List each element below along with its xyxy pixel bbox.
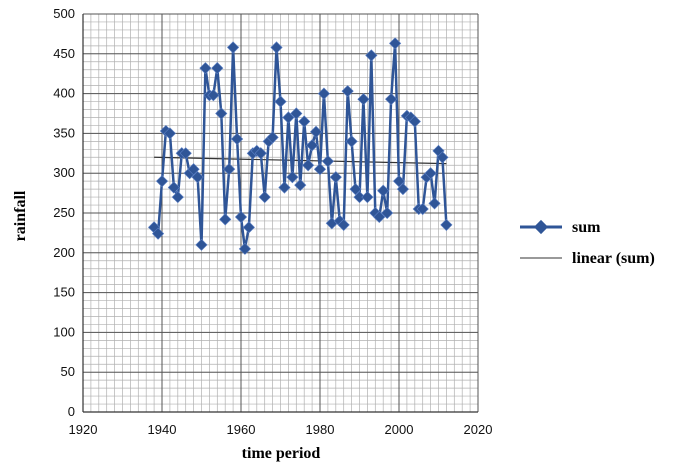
y-tick-label: 300 bbox=[53, 165, 75, 180]
data-point bbox=[286, 171, 299, 184]
data-point bbox=[353, 191, 366, 204]
data-point bbox=[357, 93, 370, 106]
y-tick-label: 100 bbox=[53, 324, 75, 339]
data-point bbox=[341, 85, 354, 98]
data-point bbox=[290, 107, 303, 120]
x-tick-label: 1980 bbox=[306, 422, 335, 437]
y-tick-label: 150 bbox=[53, 285, 75, 300]
data-point bbox=[278, 181, 291, 194]
data-point bbox=[223, 163, 236, 176]
data-point bbox=[365, 49, 378, 62]
y-tick-labels: 0 50 100 150 200 250 300 350 400 450 500 bbox=[53, 6, 75, 419]
x-tick-label: 2020 bbox=[464, 422, 493, 437]
data-point bbox=[215, 107, 228, 120]
data-point bbox=[242, 221, 255, 234]
x-tick-label: 1940 bbox=[148, 422, 177, 437]
data-point bbox=[345, 135, 358, 148]
data-point bbox=[329, 171, 342, 184]
data-point bbox=[266, 131, 279, 144]
data-point bbox=[361, 191, 374, 204]
y-tick-label: 50 bbox=[61, 364, 75, 379]
data-point bbox=[151, 227, 165, 240]
data-point bbox=[377, 184, 390, 197]
data-point bbox=[207, 89, 220, 102]
y-tick-label: 500 bbox=[53, 6, 75, 21]
data-point bbox=[282, 111, 295, 124]
y-tick-label: 350 bbox=[53, 125, 75, 140]
data-point bbox=[408, 115, 421, 128]
data-point bbox=[424, 167, 437, 180]
data-point bbox=[389, 37, 402, 50]
data-point bbox=[167, 181, 180, 194]
y-tick-label: 250 bbox=[53, 205, 75, 220]
legend: sum linear (sum) bbox=[520, 219, 655, 267]
data-point bbox=[428, 197, 441, 210]
y-axis-title: rainfall bbox=[12, 190, 29, 241]
data-point bbox=[274, 95, 287, 108]
data-point bbox=[234, 210, 248, 224]
data-point bbox=[187, 163, 200, 176]
y-tick-label: 200 bbox=[53, 245, 75, 260]
data-point bbox=[416, 202, 429, 216]
legend-sum-label: sum bbox=[572, 219, 601, 236]
data-point bbox=[219, 213, 232, 226]
data-point bbox=[385, 93, 398, 106]
data-point bbox=[313, 163, 327, 176]
x-tick-labels: 1920 1940 1960 1980 2000 2020 bbox=[69, 422, 493, 437]
y-tick-label: 400 bbox=[53, 86, 75, 101]
data-point bbox=[337, 218, 350, 232]
data-point bbox=[392, 175, 406, 188]
data-point bbox=[309, 125, 323, 138]
series-layer bbox=[147, 37, 453, 255]
data-point bbox=[381, 206, 394, 220]
data-point bbox=[294, 179, 307, 192]
data-point bbox=[317, 87, 331, 100]
data-point bbox=[163, 127, 176, 140]
data-point bbox=[440, 218, 453, 232]
data-point bbox=[302, 159, 315, 172]
x-tick-label: 1920 bbox=[69, 422, 98, 437]
x-tick-label: 2000 bbox=[385, 422, 414, 437]
data-point bbox=[321, 155, 335, 168]
data-point bbox=[191, 171, 204, 184]
data-point bbox=[254, 147, 267, 160]
data-point bbox=[179, 147, 192, 160]
data-point bbox=[211, 62, 224, 75]
data-point bbox=[258, 191, 271, 204]
x-axis-title: time period bbox=[242, 445, 321, 462]
legend-sum-marker bbox=[533, 219, 549, 235]
data-point bbox=[155, 175, 169, 188]
data-point bbox=[298, 115, 311, 128]
data-point bbox=[195, 238, 208, 251]
data-point bbox=[238, 242, 252, 255]
legend-linear-label: linear (sum) bbox=[572, 250, 655, 267]
data-point bbox=[305, 139, 319, 152]
data-point bbox=[436, 151, 449, 164]
data-point bbox=[171, 191, 184, 204]
data-point bbox=[270, 41, 283, 54]
data-point bbox=[199, 62, 212, 75]
data-point bbox=[373, 210, 386, 224]
data-point bbox=[231, 132, 244, 146]
data-point bbox=[349, 183, 362, 196]
data-point bbox=[396, 182, 410, 196]
y-tick-label: 0 bbox=[68, 404, 75, 419]
y-tick-label: 450 bbox=[53, 46, 75, 61]
data-point bbox=[226, 41, 240, 54]
axes bbox=[82, 14, 478, 413]
x-tick-label: 1960 bbox=[227, 422, 256, 437]
